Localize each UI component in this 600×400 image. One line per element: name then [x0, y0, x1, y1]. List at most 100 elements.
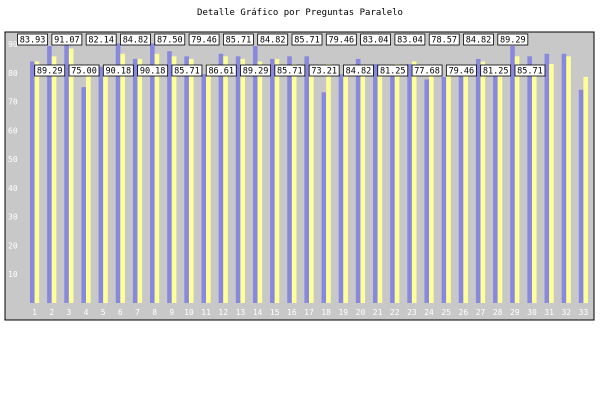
x-tick-10: 10: [184, 308, 194, 317]
data-label-box: [34, 64, 66, 77]
data-label-7: 84.82: [120, 33, 151, 46]
data-label-text: 85.71: [226, 36, 252, 46]
bar-s2-22: [394, 64, 400, 304]
data-label-box: [445, 64, 477, 77]
data-label-box: [497, 33, 529, 46]
bar-s2-4: [86, 71, 91, 303]
data-label-box: [308, 64, 340, 77]
y-tick-20: 20: [8, 241, 18, 250]
bar-s2-24: [429, 69, 434, 303]
x-tick-2: 2: [49, 308, 54, 317]
x-tick-31: 31: [544, 308, 554, 317]
bar-s2-32: [566, 56, 571, 303]
data-label-18: 73.21: [308, 64, 340, 77]
x-tick-16: 16: [287, 308, 297, 317]
data-label-text: 90.18: [106, 67, 132, 77]
data-label-1: 83.93: [17, 33, 48, 46]
x-tick-12: 12: [218, 308, 228, 317]
data-label-text: 73.21: [311, 67, 337, 77]
data-label-box: [137, 64, 169, 77]
data-label-text: 78.57: [431, 36, 457, 46]
bar-s1-6: [115, 43, 121, 304]
bar-s2-3: [68, 48, 74, 303]
bar-s1-9: [167, 51, 172, 303]
data-label-25: 78.57: [428, 33, 460, 46]
y-tick-30: 30: [8, 213, 18, 222]
x-tick-8: 8: [152, 308, 157, 317]
bar-s1-15: [270, 58, 275, 303]
data-label-text: 79.46: [329, 36, 355, 46]
data-labels: 83.93 89.29 91.07 75.00 82.14 90.18 84.82 90.18…: [17, 33, 546, 77]
data-label-13: 85.71: [222, 33, 254, 46]
data-label-text: 85.71: [277, 67, 303, 77]
bar-s2-27: [480, 61, 486, 304]
data-label-box: [205, 64, 237, 77]
bar-s1-31: [544, 53, 550, 304]
bar-s2-20: [360, 69, 366, 303]
data-label-text: 89.29: [243, 67, 269, 77]
bar-s1-13: [235, 56, 241, 303]
data-label-text: 84.82: [466, 36, 492, 46]
bar-s1-29: [510, 46, 515, 304]
bar-s2-6: [120, 53, 125, 304]
data-label-8: 90.18: [137, 64, 169, 77]
data-label-text: 81.25: [483, 67, 509, 77]
x-tick-7: 7: [135, 308, 140, 317]
x-tick-labels: 1 2 3 4 5 6 7 8 9 10 11 12 13 14 15 16 17 18 19 20 21 22 23 24 2…: [32, 308, 588, 317]
data-label-box: [222, 33, 254, 46]
data-label-box: [120, 33, 151, 46]
bar-s1-27: [475, 58, 481, 303]
data-label-text: 81.25: [380, 67, 406, 77]
bar-s1-4: [81, 87, 87, 304]
data-label-text: 85.71: [517, 67, 543, 77]
bar-s1-12: [218, 53, 224, 304]
bar-s1-3: [64, 40, 69, 303]
data-label-4: 75.00: [68, 64, 100, 77]
x-tick-33: 33: [579, 308, 589, 317]
x-tick-17: 17: [304, 308, 314, 317]
data-label-box: [17, 33, 48, 46]
bar-s2-7: [137, 58, 143, 303]
x-tick-1: 1: [32, 308, 37, 317]
bar-s1-11: [201, 74, 207, 303]
bar-s2-17: [309, 69, 314, 303]
x-tick-30: 30: [527, 308, 537, 317]
data-label-text: 90.18: [140, 67, 166, 77]
x-tick-5: 5: [101, 308, 106, 317]
data-label-29: 89.29: [497, 33, 529, 46]
x-tick-14: 14: [253, 308, 263, 317]
data-label-text: 84.82: [346, 67, 372, 77]
bar-s1-14: [252, 46, 258, 304]
bar-s2-12: [223, 56, 228, 303]
bar-s1-18: [321, 92, 327, 303]
data-label-10: 85.71: [171, 64, 203, 77]
data-label-box: [291, 33, 323, 46]
chart-title: Detalle Gráfico por Preguntas Paralelo: [197, 8, 403, 18]
bar-s1-30: [527, 56, 532, 303]
data-label-text: 83.93: [20, 36, 46, 46]
bar-s1-32: [561, 53, 567, 304]
data-label-box: [85, 33, 117, 46]
x-tick-20: 20: [356, 308, 366, 317]
bar-s2-33: [583, 76, 589, 303]
data-label-text: 86.61: [208, 67, 234, 77]
bar-s2-10: [188, 58, 194, 303]
data-label-2: 89.29: [34, 64, 66, 77]
data-label-box: [240, 64, 271, 77]
x-tick-24: 24: [424, 308, 434, 317]
data-label-box: [68, 64, 100, 77]
data-label-20: 84.82: [343, 64, 374, 77]
x-tick-32: 32: [561, 308, 571, 317]
bar-s2-29: [514, 56, 520, 303]
x-tick-21: 21: [373, 308, 383, 317]
data-label-21: 83.04: [360, 33, 392, 46]
data-label-box: [154, 33, 186, 46]
data-label-box: [343, 64, 374, 77]
data-label-text: 89.29: [500, 36, 526, 46]
y-tick-10: 10: [8, 270, 18, 279]
data-label-box: [102, 64, 134, 77]
data-label-text: 83.04: [363, 36, 389, 46]
data-label-3: 91.07: [51, 33, 83, 46]
data-label-box: [411, 64, 443, 77]
data-label-box: [463, 33, 494, 46]
